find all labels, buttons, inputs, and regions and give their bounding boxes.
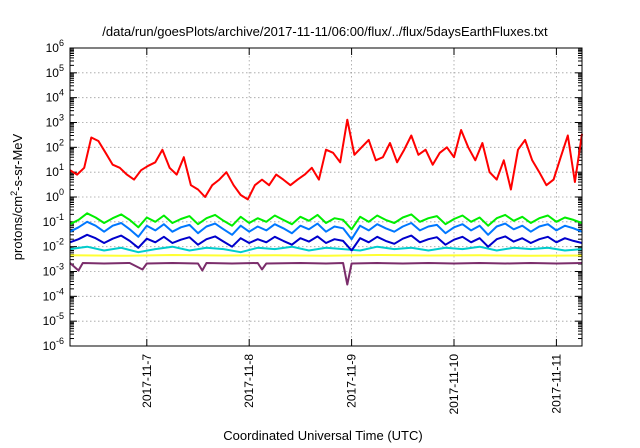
y-tick-label: 106: [46, 38, 64, 55]
y-tick-label-exp: -2: [56, 237, 64, 247]
y-tick-label: 104: [46, 88, 64, 105]
y-tick-label: 100: [46, 187, 64, 204]
y-tick-label: 10-2: [43, 237, 64, 254]
y-axis-label: protons/cm2-s-sr-MeV: [9, 133, 25, 260]
y-tick-label-base: 10: [46, 116, 60, 130]
y-tick-label-exp: -6: [56, 336, 64, 346]
y-tick-label: 10-3: [43, 262, 64, 279]
y-tick-label-exp: -5: [56, 311, 64, 321]
y-axis-label-base: protons/cm: [10, 196, 25, 260]
series-lines: [69, 118, 583, 286]
series-line: [69, 212, 583, 231]
y-tick-label-exp: -4: [56, 286, 64, 296]
y-tick-label-exp: 6: [59, 38, 64, 48]
y-tick-label: 10-1: [43, 212, 64, 229]
y-tick-label-base: 10: [43, 314, 57, 328]
y-tick-label: 10-4: [43, 286, 64, 303]
y-tick-label-exp: 0: [59, 187, 64, 197]
x-tick-label: 2017-11-9: [345, 354, 359, 408]
y-tick-label-base: 10: [43, 240, 57, 254]
y-axis-label-sup: 2: [9, 191, 19, 196]
y-tick-label: 101: [46, 162, 64, 179]
y-tick-label-base: 10: [46, 41, 60, 55]
y-tick-label: 105: [46, 63, 64, 80]
y-tick-label-base: 10: [46, 165, 60, 179]
y-tick-label: 10-6: [43, 336, 64, 353]
x-tick-labels: 2017-11-7 2017-11-8 2017-11-9 2017-11-10 201…: [140, 354, 564, 415]
x-tick-label: 2017-11-10: [447, 354, 461, 415]
y-tick-label: 103: [46, 113, 64, 130]
plot-frame: [69, 47, 583, 347]
y-tick-label-base: 10: [43, 289, 57, 303]
y-tick-label-exp: 1: [59, 162, 64, 172]
y-tick-label-exp: 3: [59, 113, 64, 123]
y-tick-label: 10-5: [43, 311, 64, 328]
series-line: [69, 262, 583, 286]
y-tick-label-base: 10: [46, 190, 60, 204]
y-tick-label-base: 10: [46, 91, 60, 105]
series-line: [69, 254, 583, 257]
y-tick-label-base: 10: [43, 215, 57, 229]
y-tick-label-base: 10: [43, 265, 57, 279]
series-line: [69, 118, 583, 201]
x-axis-label: Coordinated Universal Time (UTC): [223, 428, 422, 443]
y-tick-labels: 10-610-510-410-310-210-11001011021031041…: [43, 38, 64, 353]
x-tick-label: 2017-11-7: [140, 354, 154, 408]
y-tick-label-exp: -1: [56, 212, 64, 222]
y-tick-label-base: 10: [46, 140, 60, 154]
x-tick-label: 2017-11-11: [549, 354, 563, 414]
y-tick-label-exp: -3: [56, 262, 64, 272]
grid: [70, 48, 582, 346]
y-axis-label-rest: -s-sr-MeV: [10, 133, 25, 190]
y-tick-label-base: 10: [43, 339, 57, 353]
chart-title: /data/run/goesPlots/archive/2017-11-11/0…: [102, 24, 548, 39]
series-line: [69, 220, 583, 241]
y-tick-label-exp: 5: [59, 63, 64, 73]
y-tick-label: 102: [46, 137, 64, 154]
y-tick-label-base: 10: [46, 66, 60, 80]
series-line: [69, 245, 583, 254]
y-tick-label-exp: 4: [59, 88, 64, 98]
y-tick-label-exp: 2: [59, 137, 64, 147]
series-line: [69, 233, 583, 252]
x-tick-label: 2017-11-8: [242, 354, 256, 408]
